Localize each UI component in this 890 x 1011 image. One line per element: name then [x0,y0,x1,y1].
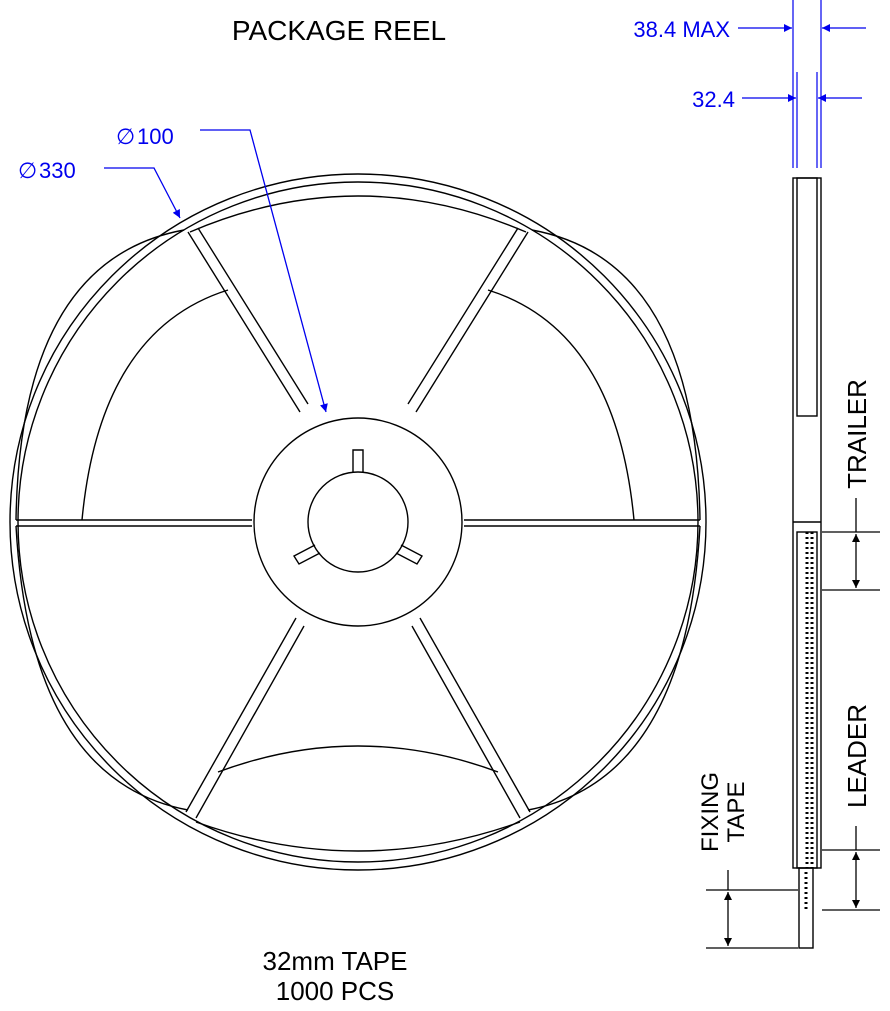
reel-inner-window-right [487,289,635,521]
fixing-label-line2: TAPE [723,782,750,843]
tape-fixing-strip [798,867,814,949]
reel-outer-rim [9,173,707,871]
quantity-label: 1000 PCS [276,976,395,1006]
reel-window-right-edge [531,229,701,521]
diameter-symbol-330: ∅ [18,158,37,183]
reel-spoke-lower-left-a [185,617,297,813]
reel-hub [253,417,463,627]
tape-width-label: 32mm TAPE [263,946,408,976]
width-inner-label: 32.4 [692,87,735,112]
reel-window-top-edge [189,195,527,233]
diameter-symbol-100: ∅ [116,124,135,149]
reel-inner-rim [17,181,699,863]
reel-window-lower-left-edge [15,525,189,811]
reel-side-view [792,177,822,949]
reel-spoke-lower-right-b [411,625,521,819]
reel-drive-key-left [293,544,321,565]
reel-front-view [9,173,707,871]
reel-diameter-leader [104,167,181,219]
tape-section-dimensions [706,498,880,949]
hub-diameter-label: 100 [137,124,174,149]
leader-label: LEADER [842,704,872,808]
fixing-label-line1: FIXING [697,772,724,852]
diameter-dimensions: ∅ 100 ∅ 330 [18,124,328,413]
reel-arbor-hole [307,471,409,573]
reel-inner-window-left [81,289,229,521]
reel-diameter-label: 330 [39,158,76,183]
reel-window-left-edge [15,229,185,521]
width-dimensions: 38.4 MAX 32.4 [633,0,866,168]
drawing-title: PACKAGE REEL [232,15,446,46]
reel-spoke-upper-left-a [187,231,301,413]
reel-side-slot [796,177,818,417]
trailer-label: TRAILER [842,379,872,489]
reel-spoke-lower-right-a [419,617,531,813]
reel-window-bottom-edge [195,821,521,852]
reel-window-lower-right-edge [527,525,701,811]
hub-diameter-leader [200,129,328,413]
reel-spoke-upper-right-a [415,231,529,413]
reel-spoke-upper-right-b [407,227,519,405]
reel-inner-window-bottom [217,745,499,773]
reel-spoke-upper-left-b [197,227,309,405]
reel-drive-key-right [395,544,423,565]
reel-drive-key-top [352,449,364,472]
reel-spoke-lower-left-b [195,625,305,819]
width-max-label: 38.4 MAX [633,17,730,42]
